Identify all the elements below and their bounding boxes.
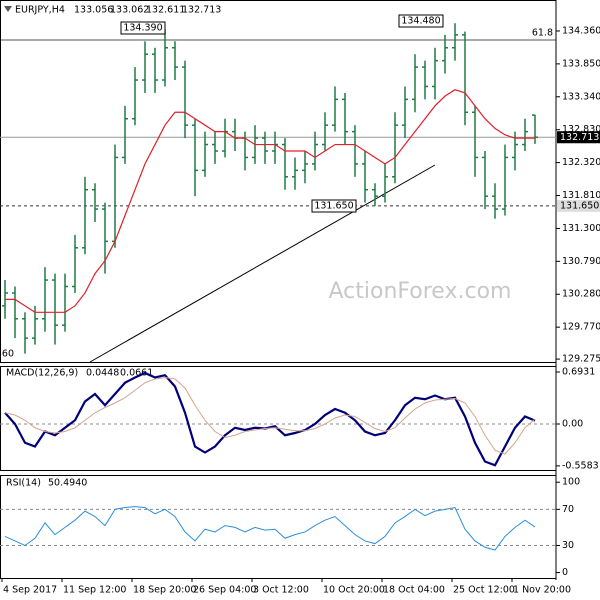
- support-box: [557, 199, 600, 212]
- macd-title: MACD(12,26,9): [6, 368, 78, 379]
- series-line: [4, 506, 536, 551]
- signal-value: 0.0661: [120, 368, 153, 379]
- y-tick-label: 132.320: [562, 157, 600, 168]
- annotation: 134.390: [123, 23, 162, 34]
- annotation-box: [120, 21, 166, 35]
- y-tick-label: 131.810: [562, 190, 600, 201]
- macd-value: 0.0448: [86, 368, 119, 379]
- annotation-box: [311, 199, 357, 213]
- x-tick-label: 26 Sep 04:00: [193, 585, 256, 596]
- y-tick-label: 30: [562, 540, 574, 551]
- y-tick-label: 70: [562, 504, 574, 515]
- current-price-label: 132.713: [560, 132, 599, 143]
- x-tick-label: 18 Sep 20:00: [133, 585, 196, 596]
- y-tick-label: 0: [562, 567, 568, 578]
- annotation-box: [398, 14, 444, 28]
- annotation: 131.650: [314, 201, 353, 212]
- x-tick-label: 18 Oct 04:00: [383, 585, 445, 596]
- trend-line: [89, 164, 436, 363]
- series-line: [4, 376, 536, 455]
- annotation: 129.360: [0, 349, 14, 360]
- y-tick-label: 130.790: [562, 256, 600, 267]
- x-tick-label: 1 Nov 20:00: [513, 585, 571, 596]
- header-high: 133.062: [110, 5, 149, 16]
- x-tick-label: 11 Sep 12:00: [63, 585, 126, 596]
- rsi-value: 50.4940: [48, 478, 87, 489]
- y-tick-label: 129.770: [562, 322, 600, 333]
- y-tick-label: 132.830: [562, 124, 600, 135]
- header-open: 133.056: [74, 5, 113, 16]
- y-tick-label: 0.6931: [562, 366, 595, 377]
- series-line: [5, 89, 535, 313]
- x-tick-label: 10 Oct 20:00: [323, 585, 385, 596]
- symbol-icon: [4, 6, 12, 12]
- x-tick-label: 3 Oct 12:00: [253, 585, 309, 596]
- y-tick-label: 0.00: [562, 419, 583, 430]
- support-label: 131.650: [560, 200, 599, 211]
- rsi-title: RSI(14): [6, 478, 41, 489]
- header-low: 132.611: [146, 5, 185, 16]
- annotation: 61.8: [532, 28, 553, 39]
- watermark: ActionForex.com: [329, 279, 512, 304]
- y-tick-label: 100: [562, 477, 580, 488]
- y-tick-label: 134.360: [562, 25, 600, 36]
- y-tick-label: 133.340: [562, 91, 600, 102]
- y-tick-label: 131.300: [562, 223, 600, 234]
- current-price-box: [557, 131, 600, 144]
- annotation: 134.480: [401, 16, 440, 27]
- x-tick-label: 4 Sep 2017: [3, 585, 57, 596]
- x-tick-label: 25 Oct 12:00: [453, 585, 515, 596]
- y-tick-label: 130.280: [562, 289, 600, 300]
- y-tick-label: 129.275: [562, 354, 600, 365]
- y-tick-label: -0.5583: [562, 460, 599, 471]
- y-tick-label: 133.850: [562, 58, 600, 69]
- symbol-title: EURJPY,H4: [15, 5, 65, 16]
- header-close: 132.713: [182, 5, 221, 16]
